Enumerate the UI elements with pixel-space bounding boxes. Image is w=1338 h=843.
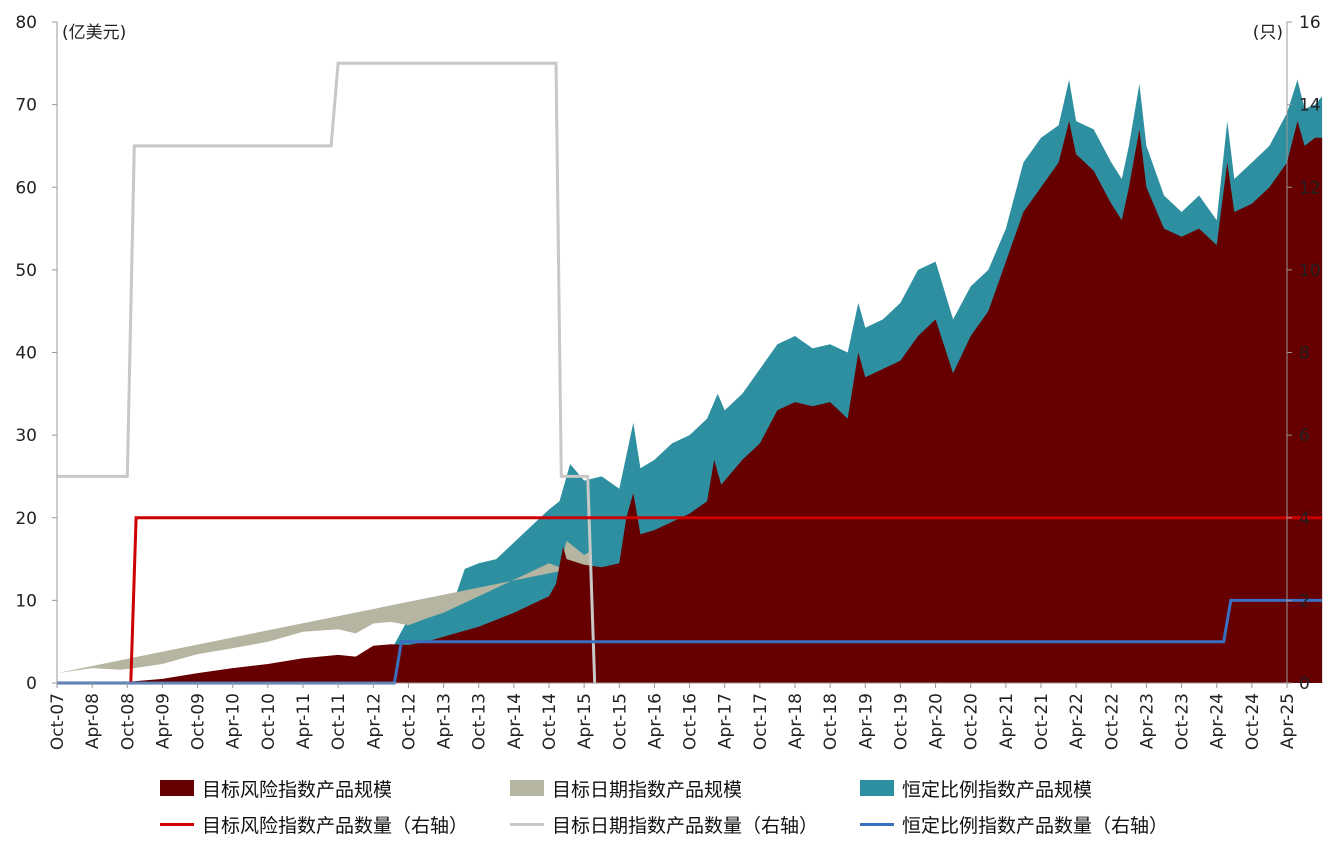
x-tick-label: Apr-10 — [224, 693, 244, 749]
legend-swatch — [510, 780, 544, 796]
legend-label: 目标日期指数产品数量（右轴） — [552, 814, 819, 837]
x-tick-label: Apr-19 — [856, 693, 876, 749]
x-tick-label: Apr-12 — [364, 693, 384, 749]
x-tick-label: Apr-16 — [645, 693, 665, 749]
y-right-tick-label: 8 — [1299, 344, 1310, 364]
x-tick-label: Apr-14 — [505, 693, 525, 749]
x-tick-label: Oct-16 — [681, 693, 701, 750]
y-right-tick-label: 6 — [1299, 426, 1310, 446]
x-tick-label: Oct-12 — [399, 693, 419, 750]
x-tick-label: Oct-15 — [610, 693, 630, 750]
legend-label: 恒定比例指数产品数量（右轴） — [902, 814, 1169, 837]
x-tick-label: Apr-08 — [83, 693, 103, 749]
y-right-tick-label: 0 — [1299, 674, 1310, 694]
y-left-tick-label: 40 — [15, 344, 37, 364]
y-left-tick-label: 60 — [15, 178, 37, 198]
legend-item-target-date-size: 目标日期指数产品规模 — [510, 775, 860, 802]
y-left-tick-label: 70 — [15, 96, 37, 116]
x-tick-label: Apr-21 — [997, 693, 1017, 749]
legend-label: 恒定比例指数产品规模 — [902, 778, 1093, 801]
y-left-tick-label: 30 — [15, 426, 37, 446]
y-right-tick-label: 12 — [1299, 178, 1321, 198]
x-tick-label: Apr-15 — [575, 693, 595, 749]
legend-swatch — [860, 822, 894, 826]
legend-swatch — [160, 780, 194, 796]
legend-swatch — [160, 822, 194, 826]
y-left-tick-label: 80 — [15, 13, 37, 33]
x-tick-label: Apr-20 — [927, 693, 947, 749]
x-tick-label: Oct-18 — [821, 693, 841, 750]
legend-row-areas: 目标风险指数产品规模 目标日期指数产品规模 恒定比例指数产品规模 — [160, 770, 1220, 806]
y-right-tick-label: 14 — [1299, 96, 1321, 116]
x-axis-ticks: Oct-07 Apr-08 Oct-08 Apr-09 Oct-09 Apr-10 Oct-… — [48, 683, 1298, 750]
y-left-tick-label: 50 — [15, 261, 37, 281]
y-axis-right-unit: (只) — [1253, 23, 1283, 43]
y-left-tick-label: 10 — [15, 591, 37, 611]
area-target-risk-size — [57, 121, 1323, 684]
x-tick-label: Oct-07 — [48, 693, 68, 750]
x-tick-label: Apr-24 — [1208, 693, 1228, 749]
x-tick-label: Apr-09 — [153, 693, 173, 749]
x-tick-label: Oct-14 — [540, 693, 560, 750]
x-tick-label: Oct-19 — [891, 693, 911, 750]
x-tick-label: Oct-22 — [1102, 693, 1122, 750]
legend-label: 目标日期指数产品规模 — [552, 778, 743, 801]
x-tick-label: Oct-11 — [329, 693, 349, 750]
y-right-tick-label: 2 — [1299, 591, 1310, 611]
line-target-date-count — [57, 61, 597, 684]
legend: 目标风险指数产品规模 目标日期指数产品规模 恒定比例指数产品规模 目标风险指数产… — [160, 770, 1220, 842]
x-tick-label: Apr-13 — [435, 693, 455, 749]
y-left-tick-label: 0 — [26, 674, 37, 694]
x-tick-label: Apr-23 — [1137, 693, 1157, 749]
x-tick-label: Oct-09 — [189, 693, 209, 750]
x-tick-label: Apr-22 — [1067, 693, 1087, 749]
legend-item-target-risk-count: 目标风险指数产品数量（右轴） — [160, 811, 510, 838]
x-tick-label: Apr-25 — [1278, 693, 1298, 749]
y-right-tick-label: 16 — [1299, 13, 1321, 33]
legend-item-target-risk-size: 目标风险指数产品规模 — [160, 775, 510, 802]
legend-label: 目标风险指数产品规模 — [202, 778, 393, 801]
x-tick-label: Oct-23 — [1173, 693, 1193, 750]
x-tick-label: Apr-17 — [716, 693, 736, 749]
legend-label: 目标风险指数产品数量（右轴） — [202, 814, 469, 837]
area-series-group — [57, 79, 1323, 684]
x-tick-label: Apr-11 — [294, 693, 314, 749]
y-axis-left-ticks: 0 10 20 30 40 50 60 70 80 — [15, 13, 57, 694]
legend-swatch — [860, 780, 894, 796]
x-tick-label: Oct-24 — [1243, 693, 1263, 750]
x-tick-label: Oct-17 — [751, 693, 771, 750]
x-tick-label: Oct-21 — [1032, 693, 1052, 750]
legend-row-lines: 目标风险指数产品数量（右轴） 目标日期指数产品数量（右轴） 恒定比例指数产品数量… — [160, 806, 1220, 842]
legend-item-constant-ratio-count: 恒定比例指数产品数量（右轴） — [860, 811, 1210, 838]
legend-swatch — [510, 822, 544, 826]
y-axis-left-unit: (亿美元) — [62, 23, 126, 43]
x-tick-label: Oct-10 — [259, 693, 279, 750]
y-axis-right-ticks: 0 2 4 6 8 10 12 14 16 — [1287, 13, 1321, 694]
legend-item-constant-ratio-size: 恒定比例指数产品规模 — [860, 775, 1210, 802]
x-tick-label: Oct-20 — [962, 693, 982, 750]
y-right-tick-label: 4 — [1299, 509, 1310, 529]
y-left-tick-label: 20 — [15, 509, 37, 529]
x-tick-label: Oct-13 — [470, 693, 490, 750]
x-tick-label: Oct-08 — [118, 693, 138, 750]
legend-item-target-date-count: 目标日期指数产品数量（右轴） — [510, 811, 860, 838]
y-right-tick-label: 10 — [1299, 261, 1321, 281]
x-tick-label: Apr-18 — [786, 693, 806, 749]
